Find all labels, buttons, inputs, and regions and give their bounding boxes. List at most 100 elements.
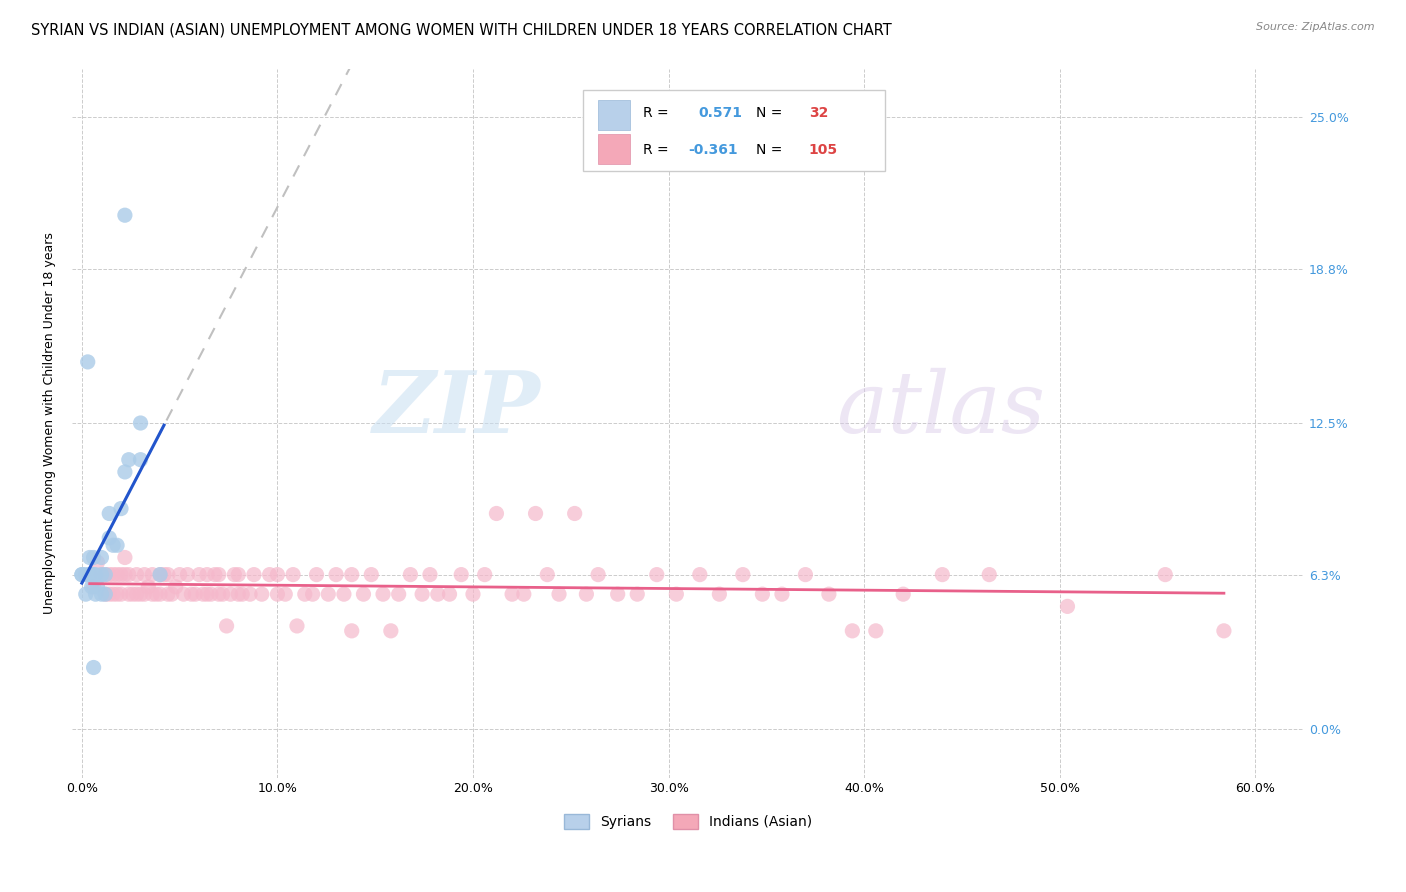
- Point: [353, 587, 375, 601]
- Point: [110, 567, 132, 582]
- Point: [80, 567, 103, 582]
- Bar: [598, 101, 630, 130]
- Point: [191, 587, 214, 601]
- Point: [770, 587, 793, 601]
- Point: [156, 587, 179, 601]
- Point: [731, 567, 754, 582]
- Point: [70, 567, 93, 582]
- Point: [105, 587, 128, 601]
- Point: [79, 550, 101, 565]
- Point: [173, 587, 195, 601]
- Point: [84, 587, 107, 601]
- Point: [689, 567, 711, 582]
- Point: [125, 587, 148, 601]
- Point: [665, 587, 688, 601]
- Point: [266, 567, 288, 582]
- Point: [84, 567, 107, 582]
- Point: [83, 660, 105, 674]
- Point: [118, 452, 141, 467]
- Point: [149, 567, 172, 582]
- Point: [371, 587, 394, 601]
- Text: Source: ZipAtlas.com: Source: ZipAtlas.com: [1257, 22, 1375, 32]
- Point: [450, 567, 472, 582]
- Point: [76, 355, 98, 369]
- Point: [114, 465, 136, 479]
- Point: [200, 587, 222, 601]
- Point: [294, 587, 316, 601]
- Point: [145, 587, 167, 601]
- Point: [80, 567, 103, 582]
- Point: [215, 619, 238, 633]
- Point: [94, 567, 117, 582]
- Text: 105: 105: [808, 143, 838, 157]
- Point: [129, 587, 152, 601]
- Point: [75, 567, 97, 582]
- Point: [841, 624, 863, 638]
- Point: [231, 587, 253, 601]
- Text: R =: R =: [643, 106, 672, 120]
- Point: [266, 587, 288, 601]
- Point: [606, 587, 628, 601]
- Point: [110, 587, 132, 601]
- Point: [141, 587, 163, 601]
- Point: [125, 567, 148, 582]
- Point: [250, 587, 273, 601]
- Point: [94, 587, 117, 601]
- Text: N =: N =: [756, 106, 786, 120]
- Point: [340, 624, 363, 638]
- Point: [118, 587, 141, 601]
- Text: R =: R =: [643, 143, 672, 157]
- Point: [98, 507, 121, 521]
- Point: [195, 587, 218, 601]
- Point: [419, 567, 441, 582]
- Point: [195, 567, 218, 582]
- Point: [1212, 624, 1234, 638]
- Point: [305, 567, 328, 582]
- Point: [439, 587, 461, 601]
- Text: SYRIAN VS INDIAN (ASIAN) UNEMPLOYMENT AMONG WOMEN WITH CHILDREN UNDER 18 YEARS C: SYRIAN VS INDIAN (ASIAN) UNEMPLOYMENT AM…: [31, 22, 891, 37]
- Point: [134, 567, 156, 582]
- Point: [426, 587, 449, 601]
- Point: [219, 587, 242, 601]
- Point: [474, 567, 496, 582]
- Point: [340, 567, 363, 582]
- Point: [524, 507, 547, 521]
- Point: [1056, 599, 1078, 614]
- Point: [110, 501, 132, 516]
- Point: [243, 567, 266, 582]
- Point: [399, 567, 422, 582]
- Point: [1154, 567, 1177, 582]
- Text: 32: 32: [808, 106, 828, 120]
- Point: [83, 550, 105, 565]
- Point: [156, 567, 179, 582]
- Point: [141, 567, 163, 582]
- Point: [239, 587, 262, 601]
- Point: [114, 550, 136, 565]
- Point: [188, 567, 211, 582]
- Point: [118, 567, 141, 582]
- Point: [301, 587, 323, 601]
- Point: [208, 567, 231, 582]
- Point: [129, 416, 152, 430]
- Point: [184, 587, 207, 601]
- Point: [79, 567, 101, 582]
- Point: [208, 587, 231, 601]
- Point: [211, 587, 233, 601]
- Point: [129, 452, 152, 467]
- Point: [149, 587, 172, 601]
- Point: [79, 567, 101, 582]
- Point: [105, 538, 128, 552]
- Point: [101, 587, 124, 601]
- Legend: Syrians, Indians (Asian): Syrians, Indians (Asian): [558, 808, 817, 834]
- Point: [411, 587, 433, 601]
- Point: [70, 567, 93, 582]
- Point: [575, 587, 598, 601]
- Point: [485, 507, 508, 521]
- Point: [586, 567, 609, 582]
- Point: [380, 624, 402, 638]
- Point: [75, 587, 97, 601]
- Point: [160, 587, 183, 601]
- Point: [865, 624, 887, 638]
- Point: [94, 587, 117, 601]
- Point: [226, 587, 249, 601]
